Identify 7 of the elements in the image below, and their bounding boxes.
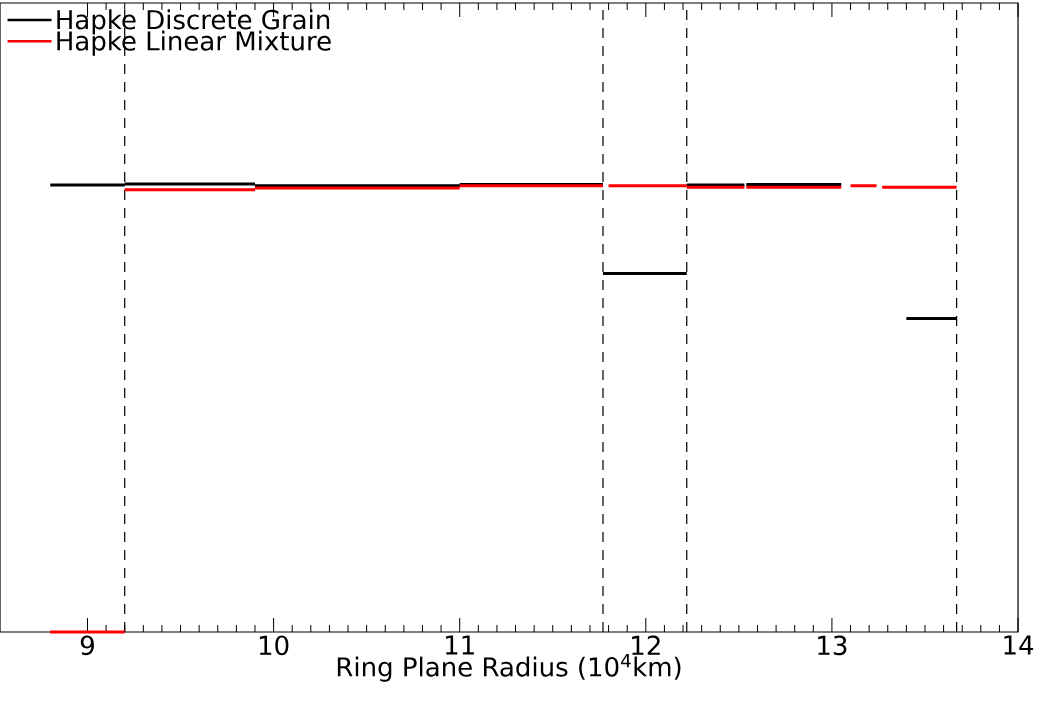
x-tick-label: 11 [446,635,474,655]
x-tick-label: 9 [80,635,94,656]
x-tick-label: 12 [632,635,660,655]
x-tick-label: 13 [818,635,847,656]
x-axis-title: Ring Plane Radius (10$^{4}$km) [337,654,681,682]
x-tick-label: 10 [259,635,289,656]
x-tick-label: 14 [1004,635,1034,655]
